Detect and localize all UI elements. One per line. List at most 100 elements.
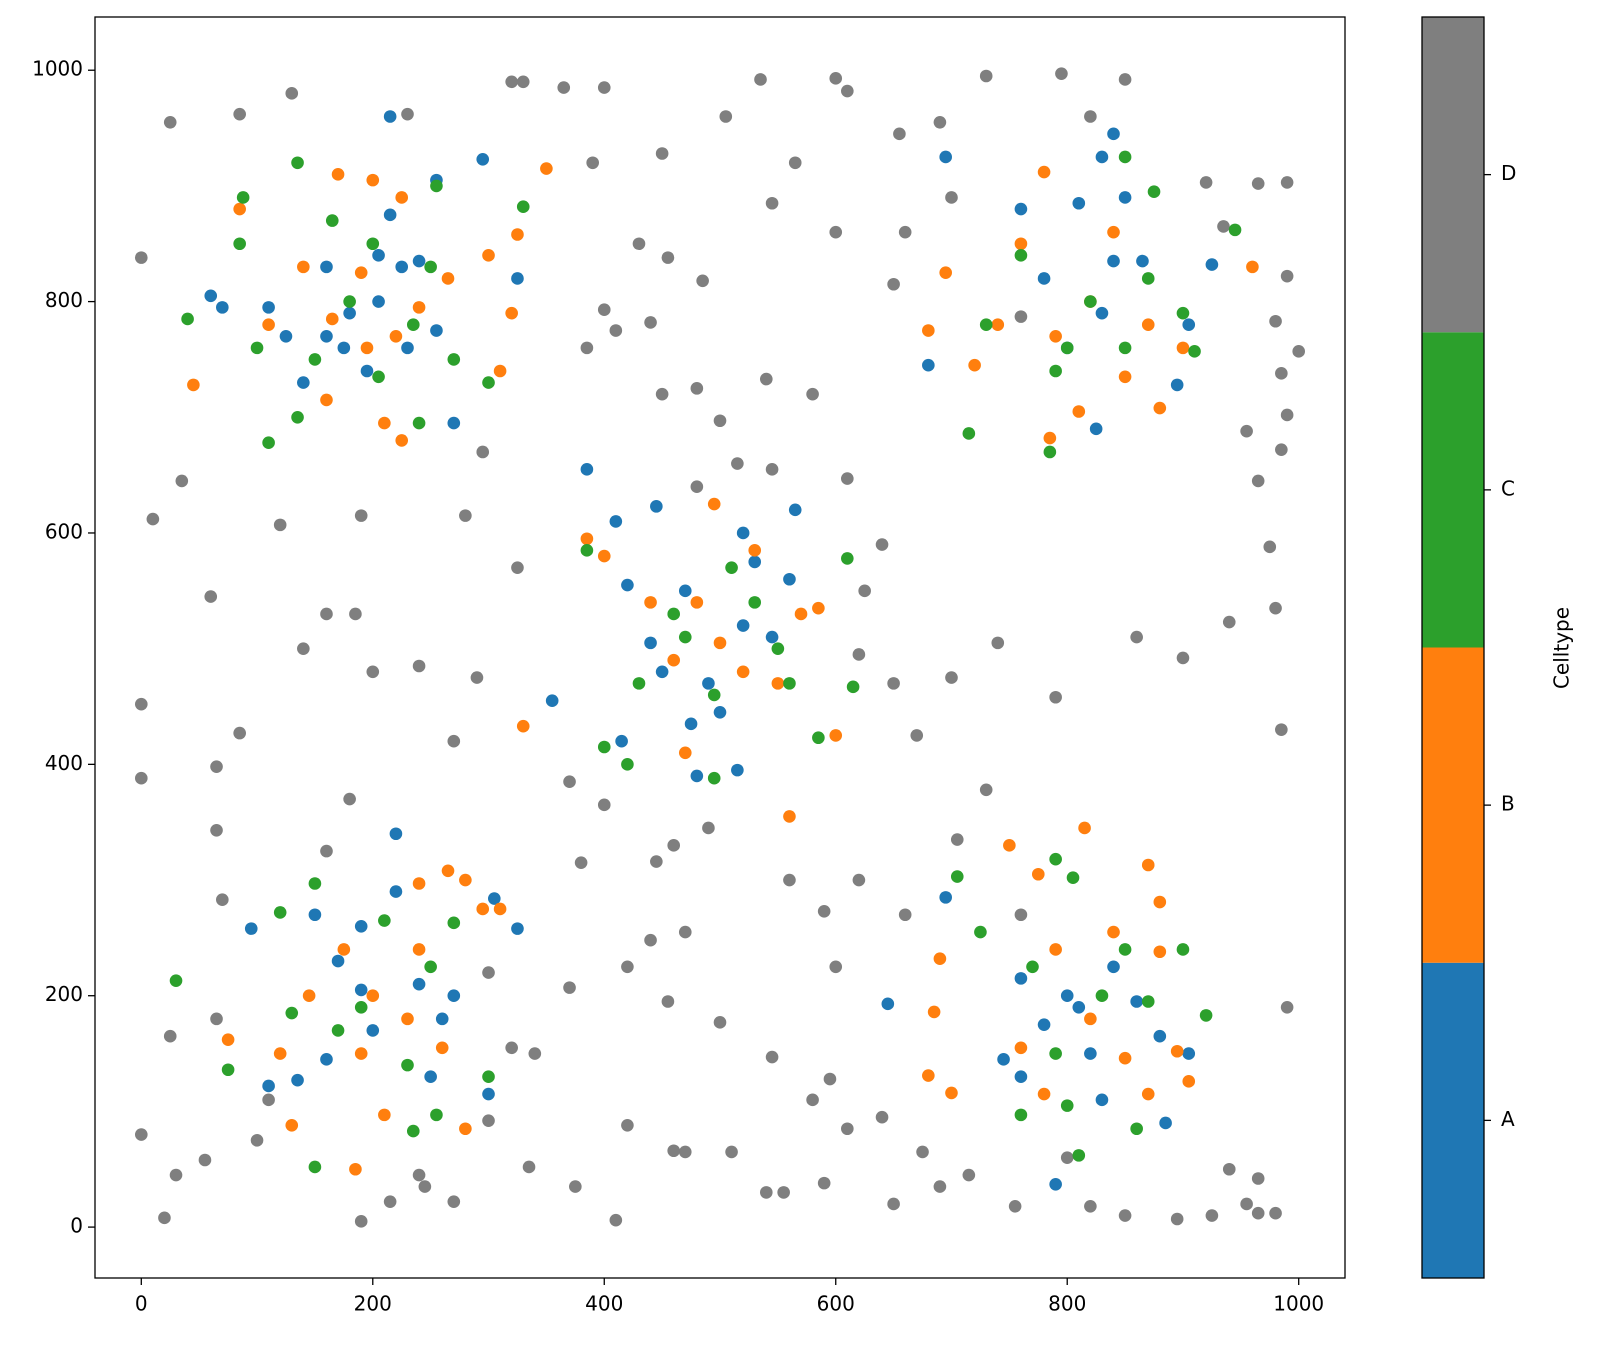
point <box>962 1168 976 1182</box>
point <box>609 324 623 337</box>
point <box>337 943 351 956</box>
point <box>297 642 310 655</box>
point <box>412 254 426 268</box>
point <box>644 933 657 947</box>
point <box>690 480 704 493</box>
point <box>817 904 831 918</box>
point <box>1170 378 1184 392</box>
point <box>887 277 900 291</box>
point <box>1228 223 1242 237</box>
point <box>794 607 808 621</box>
point <box>621 1118 634 1132</box>
point <box>783 873 796 887</box>
point <box>221 1033 235 1046</box>
point <box>447 1195 461 1208</box>
point <box>621 758 634 771</box>
axes-frame <box>94 16 1346 1279</box>
point <box>748 544 762 557</box>
point <box>511 922 524 935</box>
point <box>1269 314 1282 328</box>
point <box>349 607 362 621</box>
point <box>424 960 437 974</box>
colorbar-tick-label: C <box>1501 476 1515 500</box>
point <box>881 997 895 1011</box>
x-tick-label: 1000 <box>1273 1292 1324 1316</box>
colorbar-segment <box>1422 332 1484 648</box>
point <box>736 665 750 679</box>
point <box>1118 191 1132 204</box>
point <box>841 1122 854 1136</box>
point <box>204 289 218 303</box>
point <box>360 364 374 378</box>
point <box>459 1122 472 1136</box>
point <box>806 387 819 401</box>
point <box>343 306 356 320</box>
point <box>1078 821 1091 835</box>
point <box>678 584 692 598</box>
point <box>320 844 333 858</box>
point <box>678 630 692 644</box>
point <box>488 892 501 905</box>
point <box>968 358 981 372</box>
point <box>1118 1051 1132 1065</box>
point <box>783 810 796 823</box>
point <box>1130 630 1143 644</box>
colorbar-segment <box>1422 647 1484 963</box>
point <box>1095 1093 1109 1107</box>
point <box>1130 995 1143 1008</box>
point <box>580 532 594 546</box>
point <box>262 301 275 314</box>
point <box>644 316 657 329</box>
point <box>690 382 704 395</box>
point <box>574 856 588 869</box>
point <box>979 69 993 83</box>
point <box>1049 1047 1062 1060</box>
point <box>1280 269 1294 283</box>
point <box>609 515 623 528</box>
point <box>783 572 796 586</box>
point <box>1049 943 1062 956</box>
point <box>1280 408 1294 422</box>
point <box>522 1160 536 1174</box>
point <box>1275 443 1288 456</box>
point <box>1060 341 1074 355</box>
point <box>783 677 796 690</box>
point <box>1014 1070 1028 1084</box>
point <box>702 821 715 835</box>
point <box>1118 943 1132 956</box>
point <box>621 578 634 592</box>
point <box>505 306 518 320</box>
point <box>233 202 246 216</box>
point <box>1118 1209 1132 1222</box>
point <box>169 1168 183 1182</box>
point <box>771 677 785 690</box>
point <box>1159 1116 1172 1130</box>
point <box>320 1053 333 1066</box>
point <box>725 1145 738 1159</box>
plot-area <box>134 67 1306 1228</box>
point <box>690 596 704 609</box>
x-tick-label: 200 <box>354 1292 392 1316</box>
point <box>1141 858 1155 872</box>
point <box>236 191 250 204</box>
colorbar-segment <box>1422 962 1484 1278</box>
colorbar-frame <box>1421 16 1485 1279</box>
point <box>389 885 403 898</box>
point <box>1222 1162 1236 1176</box>
point <box>1107 925 1120 939</box>
point <box>1043 445 1057 459</box>
point <box>181 312 194 326</box>
point <box>325 312 339 326</box>
point <box>221 1063 235 1077</box>
point <box>609 1213 623 1227</box>
point <box>684 717 698 731</box>
point <box>1118 73 1132 86</box>
point <box>1107 127 1120 141</box>
point <box>430 1108 443 1122</box>
point <box>204 590 218 603</box>
point <box>898 225 912 239</box>
point <box>1095 150 1109 164</box>
point <box>378 1108 391 1122</box>
point <box>331 1024 345 1037</box>
point <box>829 225 843 239</box>
